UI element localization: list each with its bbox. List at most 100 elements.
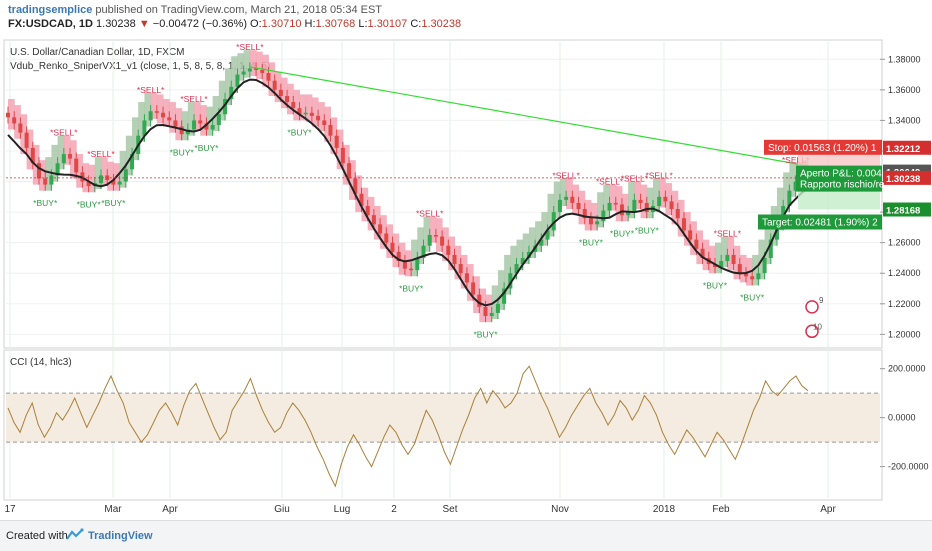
red-cloud-segment [454,245,462,280]
buy-signal-label: *BUY* [579,238,604,248]
author-name[interactable]: tradingsemplice [8,4,93,16]
red-cloud-segment [293,89,300,121]
red-cloud-segment [367,196,375,231]
candle-body [49,175,54,185]
candle-body [24,132,29,148]
candle-body [161,112,166,118]
green-cloud-segment [547,193,555,237]
green-cloud-segment [528,227,536,258]
candle-body [446,245,451,255]
candle-body [737,264,742,274]
red-cloud-segment [150,92,158,119]
candle-body [365,205,370,216]
red-cloud-segment [460,254,468,289]
buy-signal-label: *BUY* [635,225,660,235]
event-badge-icon [805,300,819,314]
event-badge-icon [805,324,819,339]
tradingview-brand[interactable]: TradingView [88,530,153,542]
candle-body [477,294,482,307]
green-cloud-segment [522,233,530,265]
candle-body [359,193,364,206]
sell-signal-label: *SELL* [87,149,115,159]
candle-body [607,202,612,211]
green-cloud-segment [597,192,604,228]
candle-body [731,254,736,265]
candle-body [626,212,631,216]
green-cloud-segment [628,181,635,219]
candle-body [582,209,587,219]
buy-signal-label: *BUY* [170,148,195,158]
green-cloud-segment [721,236,728,268]
green-cloud-segment [243,50,251,78]
green-cloud-segment [212,95,220,132]
candle-body [86,181,91,187]
candle-body [402,261,407,269]
candle-body [595,221,600,225]
red-cloud-segment [386,224,393,258]
pnl-label: Aperto P&L: 0.004 [800,169,882,180]
candle-body [198,120,203,124]
last-price: 1.30238 [96,18,136,30]
sell-signal-label: *SELL* [552,170,580,180]
red-cloud-segment [101,157,108,187]
candle-body [43,178,48,185]
x-tick-label: 17 [4,504,16,515]
cci-pane-frame [3,349,883,501]
candle-body [223,99,228,115]
candle-body [774,224,779,240]
candle-body [142,120,147,136]
sell-signal-label: *SELL* [416,209,444,219]
candle-body [409,268,414,271]
candle-body [384,233,389,243]
candle-body [322,120,327,125]
candle-body [297,108,302,115]
candle-body [74,158,79,173]
buy-signal-label: *BUY* [703,281,728,291]
red-cloud-segment [615,186,623,222]
red-cloud-segment [169,102,176,133]
candle-body [371,215,376,225]
red-cloud-segment [671,190,679,225]
candle-body [433,235,438,237]
symbol-info: FX:USDCAD, 1D 1.30238 ▼ −0.00472 (−0.36%… [8,18,461,30]
chart-area[interactable]: U.S. Dollar/Canadian Dollar, 1D, FXCM Vd… [0,36,932,520]
red-cloud-segment [621,193,629,222]
buy-signal-label: *BUY* [194,143,219,153]
red-cloud-segment [578,190,586,225]
candle-body [743,273,748,277]
red-cloud-segment [380,215,387,249]
red-cloud-segment [683,212,691,246]
red-cloud-segment [249,50,257,77]
price-tag [883,202,931,217]
candle-body [570,196,575,203]
candle-body [247,68,252,72]
green-cloud-segment [218,80,226,121]
candle-body [179,126,184,135]
badge-number: 9 [819,296,824,305]
candle-body [396,251,401,262]
sell-signal-label: *SELL* [180,94,208,104]
candle-body [390,242,395,252]
buy-signal-label: *BUY* [399,284,424,294]
green-cloud-segment [497,270,505,310]
red-cloud-segment [268,62,276,96]
candle-body [756,273,761,280]
candle-body [762,257,767,274]
red-cloud-segment [727,236,735,271]
red-cloud-segment [398,242,406,275]
green-cloud-segment [764,221,772,265]
candle-body [588,218,593,225]
x-tick-label: Apr [820,504,836,515]
red-cloud-segment [435,218,443,252]
red-cloud-segment [404,250,412,277]
red-cloud-segment [634,181,642,210]
candle-body [37,163,42,179]
candle-body [452,254,457,265]
red-cloud-segment [311,97,319,127]
red-cloud-segment [342,144,350,185]
candle-body [700,248,705,258]
red-cloud-segment [566,178,573,210]
red-cloud-segment [373,205,381,240]
low-label: L: [358,18,368,30]
red-cloud-segment [739,254,747,283]
